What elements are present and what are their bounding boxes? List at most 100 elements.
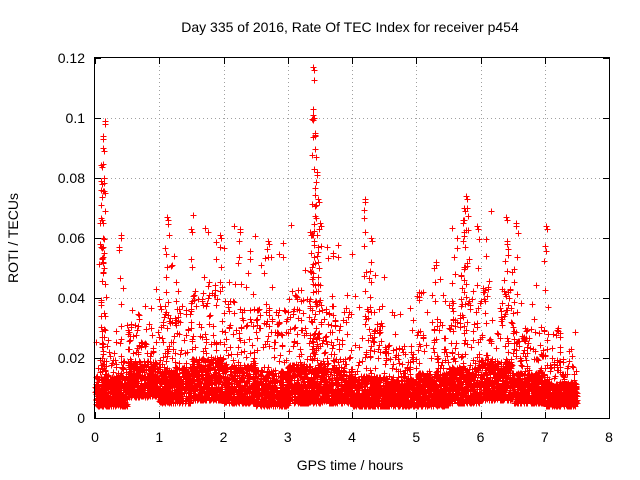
data-point	[132, 322, 139, 329]
data-point	[125, 390, 132, 397]
data-point	[183, 384, 190, 391]
data-point	[145, 358, 152, 365]
data-point	[139, 368, 146, 375]
data-point	[204, 389, 211, 396]
data-point	[185, 327, 192, 334]
data-point	[127, 381, 134, 388]
data-point	[165, 399, 172, 406]
data-point	[99, 383, 106, 390]
data-point	[189, 336, 196, 343]
data-point	[184, 349, 191, 356]
data-point	[179, 380, 186, 387]
data-point	[198, 380, 205, 387]
data-point	[199, 298, 206, 305]
data-point	[126, 366, 133, 373]
data-point	[150, 359, 157, 366]
data-point	[106, 397, 113, 404]
data-point	[107, 394, 114, 401]
chart-title: Day 335 of 2016, Rate Of TEC Index for r…	[181, 19, 519, 35]
data-point	[121, 358, 128, 365]
data-point	[208, 354, 215, 361]
data-point	[190, 363, 197, 370]
data-point	[160, 322, 167, 329]
data-point	[132, 364, 139, 371]
data-point	[213, 359, 220, 366]
data-point	[206, 292, 213, 299]
data-point	[196, 321, 203, 328]
data-point	[113, 396, 120, 403]
data-point	[110, 402, 117, 409]
data-point	[160, 339, 167, 346]
data-point	[95, 396, 102, 403]
data-point	[219, 328, 226, 335]
data-point	[144, 394, 151, 401]
data-point	[120, 365, 127, 372]
data-point	[213, 347, 220, 354]
data-point	[170, 339, 177, 346]
data-point	[176, 398, 183, 405]
data-point	[206, 366, 213, 373]
data-point	[174, 384, 181, 391]
data-point	[110, 369, 117, 376]
data-point	[206, 279, 213, 286]
data-point	[158, 306, 165, 313]
data-point	[156, 296, 163, 303]
data-point	[172, 392, 179, 399]
data-point	[163, 391, 170, 398]
data-point	[118, 370, 125, 377]
data-point	[195, 372, 202, 379]
data-point	[203, 388, 210, 395]
data-point	[171, 374, 178, 381]
data-point	[210, 332, 217, 339]
data-point	[183, 332, 190, 339]
data-point	[153, 339, 160, 346]
data-point	[146, 387, 153, 394]
data-point	[202, 331, 209, 338]
data-point	[101, 391, 108, 398]
data-point	[149, 332, 156, 339]
data-points	[92, 64, 581, 410]
data-point	[212, 282, 219, 289]
data-point	[191, 292, 198, 299]
data-point	[122, 395, 129, 402]
data-point	[130, 350, 137, 357]
data-point	[129, 386, 136, 393]
data-point	[200, 397, 207, 404]
grid-lines	[95, 58, 609, 418]
data-point	[162, 350, 169, 357]
data-point	[150, 371, 157, 378]
data-point	[192, 288, 199, 295]
data-point	[190, 373, 197, 380]
data-point	[230, 357, 237, 364]
data-point	[135, 311, 142, 318]
data-point	[135, 351, 142, 358]
data-point	[179, 303, 186, 310]
data-point	[126, 338, 133, 345]
data-point	[168, 263, 175, 270]
data-point	[210, 360, 217, 367]
data-point	[134, 327, 141, 334]
data-point	[200, 302, 207, 309]
data-point	[204, 300, 211, 307]
data-point	[147, 367, 154, 374]
data-point	[150, 390, 157, 397]
data-point	[200, 290, 207, 297]
data-point	[199, 365, 206, 372]
data-point	[124, 322, 131, 329]
data-point	[171, 333, 178, 340]
data-point	[191, 393, 198, 400]
data-point	[219, 318, 226, 325]
data-point	[146, 321, 153, 328]
data-point	[213, 302, 220, 309]
data-point	[127, 370, 134, 377]
data-point	[154, 386, 161, 393]
data-point	[210, 323, 217, 330]
data-point	[118, 353, 125, 360]
data-point	[201, 274, 208, 281]
data-point	[125, 360, 132, 367]
data-point	[211, 391, 218, 398]
data-point	[183, 307, 190, 314]
data-point	[110, 391, 117, 398]
data-point	[106, 349, 113, 356]
